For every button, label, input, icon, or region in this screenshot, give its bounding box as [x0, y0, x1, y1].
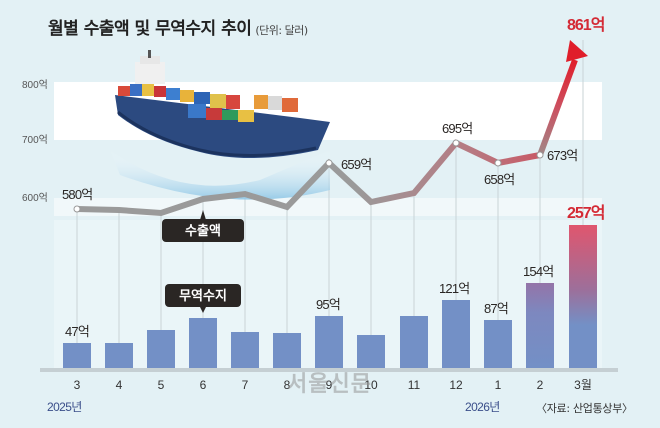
bar-2025-09 [315, 316, 343, 368]
line-label-2025-09: 659억 [341, 157, 371, 172]
x-label: 12 [449, 378, 463, 392]
line-label-2026-02: 673억 [547, 148, 577, 163]
bar-2025-11 [400, 316, 428, 368]
bar-2026-01 [484, 320, 512, 368]
x-label: 11 [408, 378, 421, 392]
chart-title: 월별 수출액 및 무역수지 추이 (단위: 달러) [48, 14, 308, 39]
bar-2025-10 [357, 335, 385, 368]
y-label-800: 800억 [22, 79, 48, 91]
x-label: 5 [158, 378, 165, 392]
chart-title-text: 월별 수출액 및 무역수지 추이 [48, 19, 252, 39]
trade-balance-bars [63, 225, 597, 368]
bar-label-2026-03: 257억 [567, 203, 605, 222]
legend-trade-balance: 무역수지 [165, 284, 241, 313]
bar-label-2025-12: 121억 [439, 281, 469, 296]
line-label-2026-03: 861억 [567, 15, 605, 34]
legend-exports: 수출액 [162, 210, 244, 242]
bar-2025-05 [147, 330, 175, 368]
x-label: 3월 [574, 378, 592, 392]
bar-label-2025-03: 47억 [65, 324, 89, 339]
x-label: 10 [364, 378, 378, 392]
y-label-600: 600억 [22, 192, 48, 204]
bar-2026-02 [526, 283, 554, 368]
x-axis-baseline [40, 368, 618, 372]
year-label-2025: 2025년 [47, 400, 82, 414]
x-label: 9 [326, 378, 333, 392]
year-label-2026: 2026년 [465, 400, 500, 414]
x-label: 6 [200, 378, 207, 392]
legend-trade-balance-label: 무역수지 [179, 288, 227, 304]
bar-label-2026-02: 154억 [523, 264, 553, 279]
line-label-2025-03: 580억 [62, 187, 92, 202]
bar-2025-08 [273, 333, 301, 368]
bar-2025-07 [231, 332, 259, 368]
y-label-700: 700억 [22, 134, 48, 146]
exports-arrow-line [537, 58, 578, 157]
line-label-2025-12: 695억 [442, 121, 472, 136]
bar-2026-03 [569, 225, 597, 368]
exports-line [76, 139, 541, 217]
bar-2025-03 [63, 343, 91, 368]
bar-2025-06 [189, 318, 217, 368]
bar-2025-12 [442, 300, 470, 368]
x-label: 1 [495, 378, 502, 392]
line-label-2026-01: 658억 [484, 172, 514, 187]
container-ship-illustration [110, 50, 330, 200]
bar-2025-04 [105, 343, 133, 368]
arrow-up-icon [566, 40, 588, 62]
chart-unit: (단위: 달러) [255, 24, 308, 37]
source-credit: 〈자료: 산업통상부〉 [536, 402, 633, 415]
x-label: 8 [284, 378, 291, 392]
watermark: 서울신문 [287, 372, 372, 397]
x-label: 7 [242, 378, 249, 392]
x-label: 4 [116, 378, 123, 392]
bar-label-2026-01: 87억 [484, 301, 508, 316]
x-label: 3 [74, 378, 81, 392]
legend-exports-label: 수출액 [185, 223, 221, 239]
x-label: 2 [537, 378, 544, 392]
bar-label-2025-09: 95억 [316, 297, 340, 312]
